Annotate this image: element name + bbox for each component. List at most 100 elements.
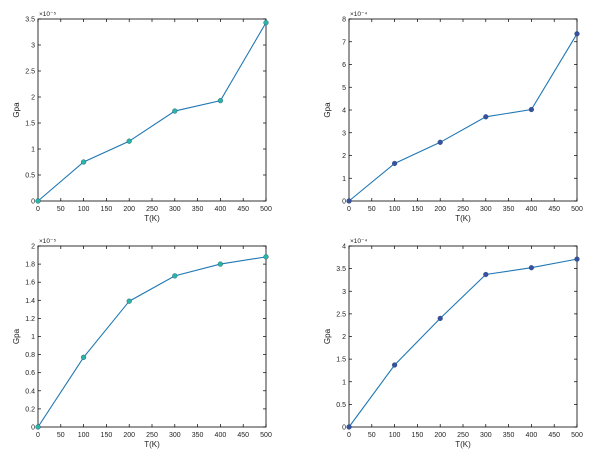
chart-3: 0 50 100 150 200 250 300 350 400 450 500 0 0.2 0.4 0.6… bbox=[12, 238, 272, 449]
x-tick-label: 450 bbox=[548, 432, 560, 439]
data-point bbox=[217, 98, 224, 104]
exponent-label: ×10⁻⁵ bbox=[39, 11, 56, 18]
x-tick-label: 400 bbox=[526, 206, 538, 213]
data-point bbox=[80, 159, 87, 165]
y-tick-label: 3.5 bbox=[336, 266, 346, 273]
data-point bbox=[574, 256, 580, 262]
x-tick-label: 300 bbox=[480, 432, 492, 439]
y-axis-label: Gpa bbox=[323, 328, 332, 344]
data-point bbox=[483, 271, 489, 278]
y-tick-label: 1.4 bbox=[25, 298, 35, 305]
y-tick-label: 0.5 bbox=[336, 402, 346, 409]
y-tick-label: 0.8 bbox=[25, 352, 35, 359]
x-tick-label: 200 bbox=[123, 432, 135, 439]
chart-4: 0 50 100 150 200 250 300 350 400 450 500 0 0.5 1 1.5 2 2… bbox=[323, 238, 583, 449]
y-tick-label: 1 bbox=[342, 379, 346, 386]
y-tick-label: 1 bbox=[31, 147, 35, 154]
y-axis-label: Gpa bbox=[323, 102, 332, 118]
x-tick-label: 50 bbox=[57, 206, 65, 213]
y-tick-label: 0.4 bbox=[25, 388, 35, 395]
x-tick-label: 100 bbox=[389, 432, 401, 439]
y-tick-label: 2 bbox=[31, 95, 35, 102]
exponent-label: ×10⁻⁵ bbox=[39, 238, 56, 245]
x-tick-label: 350 bbox=[192, 206, 204, 213]
x-tick-label: 500 bbox=[571, 432, 583, 439]
y-tick-label: 2 bbox=[342, 334, 346, 341]
y-tick-label: 8 bbox=[342, 17, 346, 24]
data-point bbox=[172, 273, 178, 279]
y-tick-label: 1.6 bbox=[25, 280, 35, 287]
x-tick-label: 200 bbox=[434, 206, 446, 213]
x-tick-label: 50 bbox=[368, 432, 376, 439]
x-tick-label: 50 bbox=[368, 206, 376, 213]
y-tick-label: 2.5 bbox=[336, 311, 346, 318]
data-point bbox=[574, 31, 580, 37]
axes-box bbox=[348, 18, 578, 202]
x-tick-label: 50 bbox=[57, 432, 65, 439]
series-line bbox=[37, 256, 267, 428]
data-point bbox=[217, 261, 224, 267]
data-point bbox=[392, 160, 398, 167]
y-tick-label: 6 bbox=[342, 62, 346, 69]
x-tick-label: 0 bbox=[36, 432, 40, 439]
x-tick-label: 100 bbox=[78, 432, 90, 439]
x-tick-label: 150 bbox=[412, 432, 424, 439]
data-point bbox=[80, 354, 87, 360]
y-tick-label: 4 bbox=[342, 108, 346, 115]
y-tick-label: 3.5 bbox=[25, 17, 35, 24]
data-point bbox=[263, 254, 269, 260]
y-tick-label: 0 bbox=[342, 425, 346, 432]
x-tick-label: 200 bbox=[123, 206, 135, 213]
x-tick-label: 400 bbox=[526, 432, 538, 439]
y-tick-label: 0 bbox=[342, 199, 346, 206]
y-tick-label: 3 bbox=[342, 289, 346, 296]
x-tick-label: 300 bbox=[169, 432, 181, 439]
x-tick-label: 250 bbox=[457, 432, 469, 439]
x-tick-label: 0 bbox=[347, 206, 351, 213]
x-tick-label: 100 bbox=[389, 206, 401, 213]
y-tick-label: 3 bbox=[342, 130, 346, 137]
y-tick-label: 2.5 bbox=[25, 69, 35, 76]
data-point bbox=[346, 198, 352, 204]
x-tick-label: 200 bbox=[434, 432, 446, 439]
x-tick-label: 400 bbox=[215, 206, 227, 213]
x-tick-label: 400 bbox=[215, 432, 227, 439]
x-tick-label: 350 bbox=[503, 432, 515, 439]
x-tick-label: 300 bbox=[480, 206, 492, 213]
series-line bbox=[348, 33, 578, 202]
y-tick-label: 0.2 bbox=[25, 406, 35, 413]
x-tick-label: 450 bbox=[548, 206, 560, 213]
x-tick-label: 250 bbox=[457, 206, 469, 213]
y-tick-label: 5 bbox=[342, 85, 346, 92]
x-tick-label: 250 bbox=[146, 432, 158, 439]
y-tick-label: 0 bbox=[31, 199, 35, 206]
x-tick-label: 500 bbox=[260, 432, 272, 439]
x-tick-label: 450 bbox=[237, 432, 249, 439]
x-tick-label: 250 bbox=[146, 206, 158, 213]
y-tick-label: 1.8 bbox=[25, 262, 35, 269]
axes-box bbox=[37, 18, 267, 202]
y-tick-label: 3 bbox=[31, 43, 35, 50]
data-point bbox=[263, 20, 269, 26]
data-point bbox=[392, 362, 398, 368]
y-tick-label: 1.2 bbox=[25, 316, 35, 323]
x-tick-label: 150 bbox=[412, 206, 424, 213]
y-tick-label: 1.5 bbox=[25, 121, 35, 128]
y-tick-label: 1 bbox=[342, 176, 346, 183]
x-tick-label: 500 bbox=[260, 206, 272, 213]
x-tick-label: 0 bbox=[347, 432, 351, 439]
series-line bbox=[37, 22, 267, 202]
y-tick-label: 2 bbox=[31, 244, 35, 251]
y-tick-label: 2 bbox=[342, 153, 346, 160]
exponent-label: ×10⁻⁴ bbox=[350, 238, 367, 245]
axes-box bbox=[37, 245, 267, 428]
data-point bbox=[483, 114, 489, 120]
data-point bbox=[35, 198, 41, 204]
data-point bbox=[126, 138, 132, 144]
data-point bbox=[528, 106, 535, 113]
y-tick-label: 7 bbox=[342, 39, 346, 46]
x-tick-label: 350 bbox=[503, 206, 515, 213]
y-tick-label: 0.5 bbox=[25, 173, 35, 180]
x-tick-label: 350 bbox=[192, 432, 204, 439]
